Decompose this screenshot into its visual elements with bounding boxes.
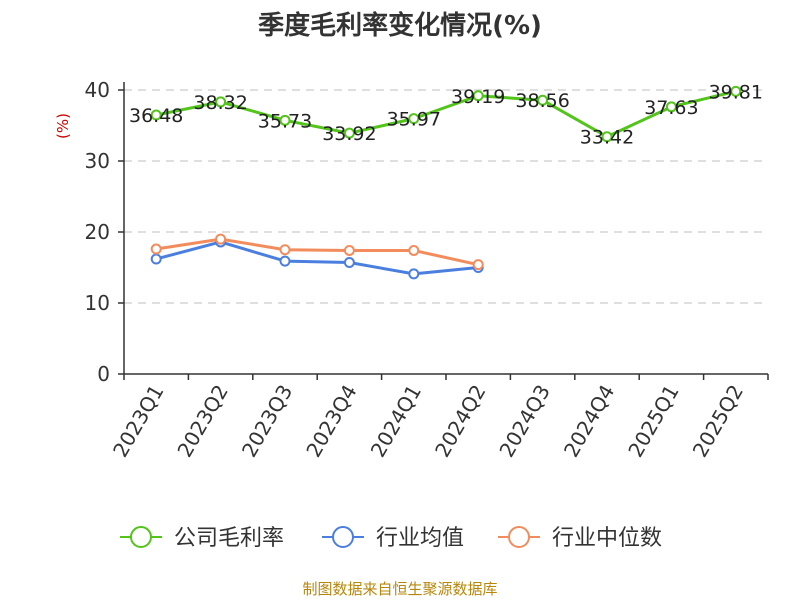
y-tick-label: 10 [85, 291, 110, 315]
source-note: 制图数据来自恒生聚源数据库 [302, 580, 497, 598]
data-label: 38.56 [515, 90, 569, 112]
data-label: 39.81 [709, 81, 763, 103]
data-label: 33.92 [322, 123, 376, 145]
x-tick-label: 2024Q4 [559, 381, 619, 462]
series-line [155, 240, 479, 276]
x-tick-label: 2025Q2 [688, 381, 748, 462]
x-tick-label: 2023Q4 [301, 381, 361, 462]
x-tick-label: 2024Q2 [430, 381, 490, 462]
data-point [408, 268, 420, 280]
data-point [150, 109, 162, 121]
x-tick-label: 2023Q1 [108, 381, 168, 462]
data-point [343, 127, 355, 139]
data-labels: 36.48 38.32 35.73 33.92 35.97 39.19 38.56 33.42… [129, 81, 763, 148]
data-label: 35.73 [258, 110, 312, 132]
data-label: 37.63 [644, 97, 698, 119]
x-tick-label: 2023Q2 [172, 381, 232, 462]
legend-marker [332, 526, 354, 548]
data-label: 36.48 [129, 105, 183, 127]
legend-marker [130, 526, 152, 548]
y-axis-label: (%) [54, 113, 72, 139]
data-label: 38.32 [193, 92, 247, 114]
data-point [408, 113, 420, 125]
chart-title: 季度毛利率变化情况(%) [258, 10, 542, 41]
y-tick-label: 20 [85, 220, 110, 244]
data-point [472, 259, 484, 271]
data-point [601, 131, 613, 143]
data-point [150, 243, 162, 255]
data-point [343, 244, 355, 256]
x-tick-label: 2024Q1 [366, 381, 426, 462]
series-line [155, 89, 737, 139]
data-point [279, 114, 291, 126]
data-point [730, 85, 742, 97]
y-tick-label: 30 [85, 149, 110, 173]
data-point [215, 233, 227, 245]
legend-marker [508, 526, 530, 548]
data-point [343, 257, 355, 269]
legend-label: 行业中位数 [552, 526, 662, 551]
x-tick-label: 2023Q3 [237, 381, 297, 462]
data-point [215, 96, 227, 108]
series-layer [150, 85, 742, 280]
legend: 公司毛利率 行业均值 行业中位数 [120, 526, 662, 551]
data-point [537, 94, 549, 106]
grid-lines [124, 89, 768, 304]
data-label: 39.19 [451, 86, 505, 108]
data-point [279, 244, 291, 256]
data-point [150, 253, 162, 265]
data-point [279, 255, 291, 267]
series-line [155, 237, 479, 267]
data-point [408, 244, 420, 256]
data-point [665, 101, 677, 113]
data-label: 35.97 [387, 109, 441, 131]
legend-label: 行业均值 [376, 526, 464, 551]
y-tick-label: 0 [97, 362, 110, 386]
x-tick-label: 2024Q3 [494, 381, 554, 462]
data-label: 33.42 [580, 127, 634, 149]
y-tick-label: 40 [85, 78, 110, 102]
data-point [472, 90, 484, 102]
legend-label: 公司毛利率 [174, 526, 284, 551]
x-tick-label: 2025Q1 [623, 381, 683, 462]
